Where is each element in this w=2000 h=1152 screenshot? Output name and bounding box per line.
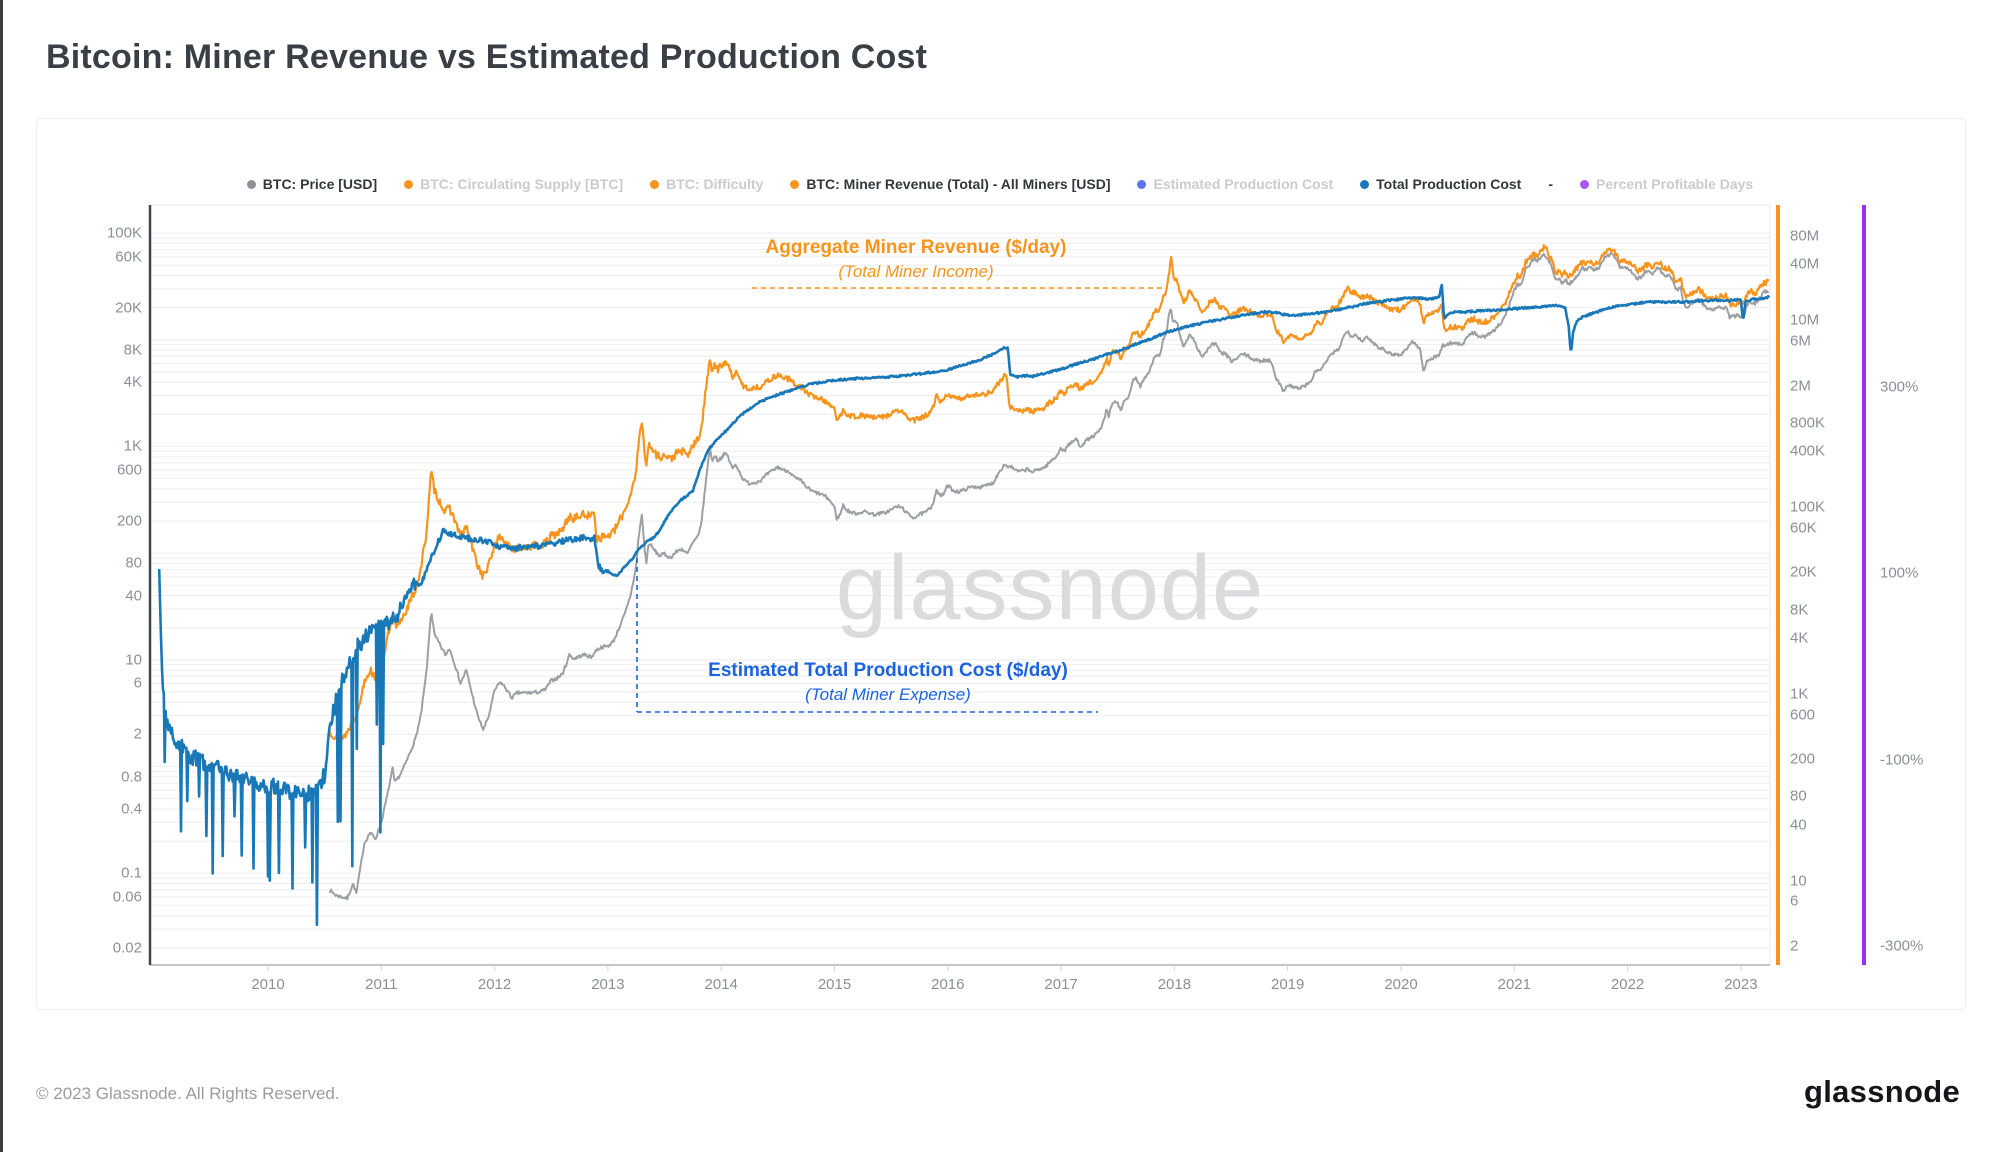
series-btc-miner-revenue-total-all-miners-usd- (328, 244, 1770, 743)
x-axis-tick: 2023 (1724, 976, 1758, 993)
right-axis-tick: 8K (1790, 601, 1809, 619)
footer-copyright: © 2023 Glassnode. All Rights Reserved. (36, 1084, 340, 1103)
annotation-production-cost: Estimated Total Production Cost ($/day) … (668, 660, 1108, 705)
left-axis-tick: 200 (116, 512, 142, 530)
legend-item-estimated-production-cost[interactable]: Estimated Production Cost (1137, 176, 1333, 192)
left-axis-tick: 1K (123, 437, 142, 455)
legend-item-btc-difficulty[interactable]: BTC: Difficulty (650, 176, 763, 192)
left-axis-tick: 8K (123, 341, 142, 359)
legend-dot (790, 179, 800, 189)
x-axis-tick: 2021 (1497, 976, 1531, 993)
left-axis-tick: 40 (125, 587, 142, 605)
legend-label: Percent Profitable Days (1596, 176, 1754, 192)
right-axis-tick: 80 (1790, 787, 1807, 805)
legend-label: Estimated Production Cost (1153, 176, 1334, 192)
x-axis-tick: 2013 (591, 976, 625, 993)
left-axis-tick: 0.06 (112, 888, 142, 906)
right-axis-tick: 40 (1790, 816, 1807, 833)
percent-axis-tick: 100% (1880, 564, 1919, 582)
glassnode-logo: glassnode (1803, 1074, 1960, 1109)
annotation-miner-revenue-title: Aggregate Miner Revenue ($/day) (765, 237, 1067, 258)
x-axis-tick: 2018 (1157, 976, 1192, 993)
legend-dot (650, 179, 660, 189)
legend-dot (404, 179, 414, 189)
left-axis-tick: 4K (123, 373, 142, 391)
window-edge (0, 0, 3, 1152)
left-axis-tick: 20K (115, 299, 142, 317)
left-axis-tick: 100K (106, 224, 142, 242)
right-axis-tick: 10 (1790, 872, 1807, 890)
right-axis-tick: 800K (1790, 414, 1826, 432)
right-axis-tick: 10M (1790, 311, 1820, 329)
legend-dot (1360, 179, 1370, 189)
x-axis-tick: 2010 (251, 976, 285, 993)
right-axis-tick: 6 (1790, 892, 1799, 910)
legend-item-percent-profitable-days[interactable]: Percent Profitable Days (1580, 176, 1753, 192)
right-axis-tick: 60K (1790, 519, 1817, 537)
legend-item-total-production-cost[interactable]: Total Production Cost (1360, 176, 1521, 192)
left-axis-tick: 80 (125, 554, 142, 572)
x-axis-tick: 2016 (931, 976, 965, 993)
annotation-miner-revenue-subtitle: (Total Miner Income) (838, 262, 994, 281)
right-axis-tick: 20K (1790, 563, 1817, 581)
left-axis-tick: 0.4 (121, 800, 142, 818)
x-axis-tick: 2012 (477, 976, 512, 993)
right-axis-tick: 80M (1790, 227, 1820, 245)
x-axis-tick: 2017 (1044, 976, 1078, 993)
legend-label: BTC: Miner Revenue (Total) - All Miners … (806, 176, 1111, 192)
legend-dot (1137, 179, 1147, 189)
x-axis-tick: 2020 (1384, 976, 1418, 993)
x-axis-tick: 2015 (817, 976, 852, 993)
series-btc-price-usd- (328, 251, 1770, 901)
right-axis-tick: 40M (1790, 255, 1820, 273)
right-axis-tick: 400K (1790, 442, 1826, 460)
annotation-production-cost-title: Estimated Total Production Cost ($/day) (708, 660, 1068, 681)
legend-separator: - (1548, 176, 1554, 192)
right-axis-tick: 600 (1790, 706, 1816, 724)
left-axis-tick: 6 (133, 674, 142, 692)
left-axis-tick: 600 (116, 461, 142, 479)
right-axis-tick: 4K (1790, 629, 1809, 647)
legend-label: BTC: Difficulty (666, 176, 764, 192)
percent-axis-tick: 300% (1880, 378, 1919, 396)
x-axis-tick: 2014 (704, 976, 738, 993)
left-axis-tick: 0.1 (121, 864, 142, 882)
left-axis-tick: 2 (133, 725, 142, 743)
plot-area[interactable] (150, 205, 1770, 965)
right-axis-tick: 2M (1790, 377, 1811, 395)
annotation-production-cost-subtitle: (Total Miner Expense) (805, 685, 971, 704)
x-axis-tick: 2019 (1271, 976, 1305, 993)
x-axis-tick: 2011 (365, 976, 398, 993)
legend-item-btc-price-usd-[interactable]: BTC: Price [USD] (246, 176, 378, 192)
right-axis-tick: 2 (1790, 937, 1799, 955)
annotation-miner-revenue: Aggregate Miner Revenue ($/day) (Total M… (696, 237, 1136, 282)
legend-label: BTC: Price [USD] (262, 176, 378, 192)
right-axis-tick: 100K (1790, 498, 1826, 516)
left-axis-tick: 0.8 (121, 768, 142, 786)
legend-item-btc-miner-revenue-total-all-miners-usd-[interactable]: BTC: Miner Revenue (Total) - All Miners … (790, 176, 1110, 192)
percent-axis-tick: -300% (1880, 937, 1924, 955)
chart-legend: BTC: Price [USD] BTC: Circulating Supply … (36, 176, 1964, 192)
legend-label: BTC: Circulating Supply [BTC] (420, 176, 624, 192)
left-axis-tick: 60K (115, 248, 142, 266)
watermark: glassnode (835, 537, 1265, 639)
legend-item-btc-circulating-supply-btc-[interactable]: BTC: Circulating Supply [BTC] (404, 176, 623, 192)
series-total-production-cost (157, 283, 1770, 927)
x-axis-tick: 2022 (1610, 976, 1645, 993)
legend-label: Total Production Cost (1376, 176, 1522, 192)
percent-axis-tick: -100% (1880, 751, 1924, 769)
page-title: Bitcoin: Miner Revenue vs Estimated Prod… (46, 38, 928, 76)
right-axis-tick: 6M (1790, 332, 1811, 350)
legend-dot (246, 179, 256, 189)
legend-dot (1580, 179, 1590, 189)
right-axis-tick: 200 (1790, 750, 1816, 768)
right-axis-tick: 1K (1790, 685, 1809, 703)
left-axis-tick: 0.02 (112, 939, 142, 957)
left-axis-tick: 10 (125, 651, 142, 669)
